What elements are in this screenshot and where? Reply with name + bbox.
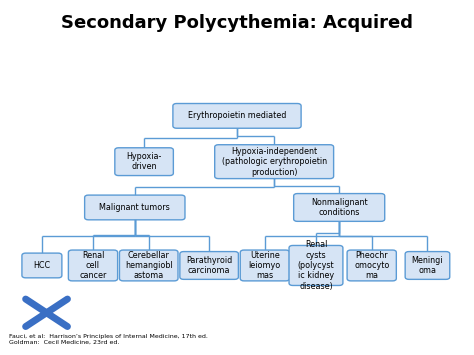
- FancyBboxPatch shape: [119, 250, 178, 281]
- FancyBboxPatch shape: [405, 252, 450, 279]
- Text: Fauci, et al:  Harrison’s Principles of Internal Medicine, 17th ed.
Goldman:  Ce: Fauci, et al: Harrison’s Principles of I…: [9, 334, 208, 345]
- FancyBboxPatch shape: [173, 104, 301, 128]
- Text: Erythropoietin mediated: Erythropoietin mediated: [188, 111, 286, 120]
- FancyBboxPatch shape: [115, 148, 173, 176]
- FancyBboxPatch shape: [68, 250, 118, 281]
- Text: HCC: HCC: [33, 261, 50, 270]
- Text: Cerebellar
hemangiobl
astoma: Cerebellar hemangiobl astoma: [125, 251, 173, 280]
- FancyBboxPatch shape: [22, 253, 62, 278]
- Text: Nonmalignant
conditions: Nonmalignant conditions: [311, 198, 367, 217]
- FancyBboxPatch shape: [289, 245, 343, 285]
- Text: Meningi
oma: Meningi oma: [412, 256, 443, 275]
- FancyBboxPatch shape: [215, 145, 334, 179]
- Text: Renal
cell
cancer: Renal cell cancer: [79, 251, 107, 280]
- FancyBboxPatch shape: [85, 195, 185, 220]
- FancyBboxPatch shape: [294, 193, 385, 222]
- Text: Hypoxia-
driven: Hypoxia- driven: [127, 152, 162, 171]
- FancyBboxPatch shape: [180, 252, 238, 279]
- FancyBboxPatch shape: [240, 250, 290, 281]
- Text: Malignant tumors: Malignant tumors: [100, 203, 170, 212]
- Text: Secondary Polycythemia: Acquired: Secondary Polycythemia: Acquired: [61, 14, 413, 32]
- Text: Parathyroid
carcinoma: Parathyroid carcinoma: [186, 256, 232, 275]
- Text: Renal
cysts
(polycyst
ic kidney
disease): Renal cysts (polycyst ic kidney disease): [298, 240, 334, 291]
- FancyBboxPatch shape: [347, 250, 396, 281]
- Text: Uterine
leiomyo
mas: Uterine leiomyo mas: [249, 251, 281, 280]
- Text: Hypoxia-independent
(pathologic erythropoietin
production): Hypoxia-independent (pathologic erythrop…: [222, 147, 327, 176]
- Text: Pheochr
omocyto
ma: Pheochr omocyto ma: [354, 251, 390, 280]
